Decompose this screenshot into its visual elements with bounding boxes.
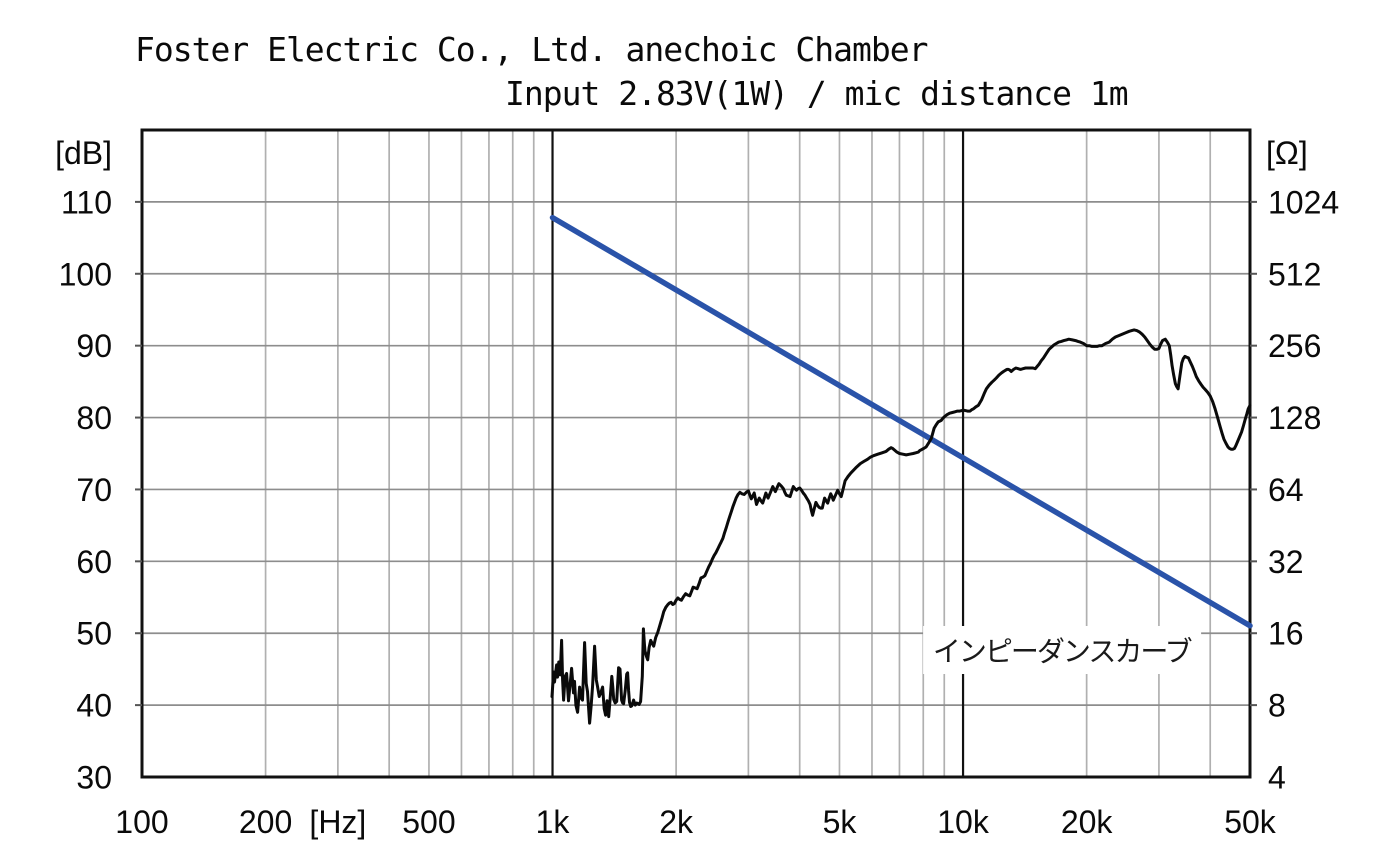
right-axis-tick: 8 (1268, 688, 1286, 724)
right-axis-tick: 1024 (1268, 184, 1339, 220)
chart-subtitle: Input 2.83V(1W) / mic distance 1m (505, 74, 1129, 113)
right-axis-tick: 128 (1268, 400, 1321, 436)
left-axis-tick: 110 (61, 184, 112, 220)
left-axis-tick: 100 (59, 256, 112, 292)
chart-title: Foster Electric Co., Ltd. anechoic Chamb… (135, 30, 928, 69)
right-axis-tick: 16 (1268, 616, 1304, 652)
x-axis-tick: 5k (823, 804, 858, 840)
left-axis-tick: 40 (76, 688, 112, 724)
left-axis-tick: 80 (76, 400, 112, 436)
left-axis-tick: 90 (76, 328, 112, 364)
x-axis-tick: 500 (402, 804, 455, 840)
right-axis-tick: 256 (1268, 328, 1321, 364)
right-axis-tick: 4 (1268, 760, 1286, 796)
impedance-curve-label: インピーダンスカーブ (922, 625, 1201, 674)
x-axis-tick: [Hz] (309, 804, 366, 840)
x-axis-tick-labels: 100 200 [Hz] 500 1k 2k 5k 10k 20k 50k (115, 804, 1276, 840)
left-axis-tick: 30 (76, 760, 112, 796)
axis-ticks (135, 200, 1257, 707)
x-axis-tick: 100 (115, 804, 168, 840)
x-axis-tick: 20k (1061, 804, 1114, 840)
right-axis-tick: 512 (1268, 256, 1321, 292)
left-axis-tick: 50 (76, 616, 112, 652)
plot-frame (140, 128, 1252, 779)
x-axis-tick: 50k (1224, 804, 1277, 840)
impedance-curve-line (549, 214, 1253, 629)
left-axis-tick: 70 (76, 472, 112, 508)
left-axis-unit-db: [dB] (55, 135, 112, 171)
spl-response-curve (550, 328, 1252, 725)
x-axis-tick: 200 (239, 804, 292, 840)
x-axis-tick: 1k (536, 804, 571, 840)
right-axis-tick-labels: 1024 512 256 128 64 32 16 8 4 (1268, 184, 1339, 795)
right-axis-tick: 64 (1268, 472, 1304, 508)
left-axis-tick: 60 (76, 544, 112, 580)
x-axis-tick: 10k (937, 804, 990, 840)
right-axis-unit-ohm: [Ω] (1266, 135, 1308, 171)
left-axis-tick-labels: 110 100 90 80 70 60 50 40 30 (59, 184, 112, 795)
right-axis-tick: 32 (1268, 544, 1304, 580)
horizontal-gridlines (142, 201, 1250, 706)
x-axis-tick: 2k (659, 804, 694, 840)
minor-gridlines (264, 130, 1212, 777)
